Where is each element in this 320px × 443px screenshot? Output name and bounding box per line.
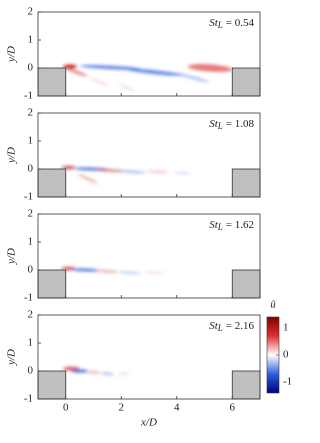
flow-structure — [71, 369, 88, 373]
y-tick-label: 1 — [28, 135, 34, 147]
colorbar-label: û — [270, 299, 276, 311]
flow-field — [62, 366, 130, 376]
annotation-base: St — [209, 118, 219, 130]
flow-structure — [119, 83, 135, 92]
y-tick-label: -1 — [24, 90, 33, 102]
y-tick-label: 1 — [28, 34, 34, 46]
panel: -1 0 1 2 0 2 4 6 y/D x/D StL = 2.16 1 0 -1 û — [6, 299, 293, 429]
annotation-sub: L — [217, 222, 223, 232]
y-tick-label: 0 — [28, 365, 34, 377]
flow-structure — [173, 171, 191, 175]
y-tick-label: 2 — [28, 208, 34, 220]
axes-frame — [37, 11, 261, 97]
flow-structure — [61, 165, 76, 170]
x-tick-label: 4 — [174, 402, 180, 414]
y-axis-label: y/D — [6, 46, 18, 63]
y-tick-label: 0 — [28, 264, 34, 276]
flow-structure — [79, 65, 141, 70]
annotation: StL = 1.62 — [209, 219, 254, 233]
annotation-base: St — [209, 219, 219, 231]
axes-frame — [37, 213, 261, 299]
flow-structure — [146, 170, 169, 174]
wall-block — [231, 168, 261, 198]
y-tick-label: -1 — [24, 393, 33, 405]
flow-structure — [118, 372, 130, 376]
flow-structure — [86, 370, 101, 374]
annotation-sub: L — [217, 323, 223, 333]
flow-structure — [118, 271, 141, 275]
panel: -1 0 1 2 y/D StL = 1.08 — [6, 107, 261, 203]
annotation-sub: L — [217, 20, 223, 30]
flow-structure — [88, 77, 110, 87]
x-tick-label: 6 — [230, 402, 236, 414]
y-tick-label: -1 — [24, 191, 33, 203]
colorbar-tick-label: 0 — [283, 349, 289, 361]
annotation-value: = 0.54 — [226, 17, 255, 29]
flow-structure — [77, 174, 99, 184]
y-axis-label: y/D — [6, 248, 18, 265]
flow-structure — [187, 64, 233, 72]
colorbar-tick-label: 1 — [283, 321, 289, 333]
flow-structure — [144, 271, 165, 274]
panel: -1 0 1 2 y/D StL = 0.54 — [6, 6, 261, 102]
flow-structure — [96, 270, 119, 273]
flow-structure — [71, 268, 100, 272]
flow-structure — [100, 372, 115, 376]
annotation-value: = 1.62 — [226, 219, 254, 231]
annotation-base: St — [209, 320, 219, 332]
flow-field — [62, 64, 233, 92]
x-axis-label: x/D — [140, 417, 157, 429]
flow-structure — [96, 168, 124, 173]
annotation-sub: L — [217, 121, 223, 131]
annotation-value: = 2.16 — [226, 320, 255, 332]
flow-structure — [62, 64, 77, 69]
y-tick-label: 0 — [28, 163, 34, 175]
y-tick-label: 1 — [28, 236, 34, 248]
flow-structure — [118, 170, 147, 174]
annotation-base: St — [209, 17, 219, 29]
panel: -1 0 1 2 y/D StL = 1.62 — [6, 208, 261, 304]
flow-structure — [177, 73, 210, 83]
wall-block — [37, 168, 67, 198]
y-tick-label: -1 — [24, 292, 33, 304]
x-tick-label: 0 — [63, 402, 69, 414]
y-tick-label: 2 — [28, 309, 34, 321]
annotation: StL = 0.54 — [209, 17, 254, 31]
flow-structure — [126, 68, 183, 76]
wall-block — [231, 370, 261, 400]
axes-frame — [37, 314, 261, 400]
y-tick-label: 2 — [28, 107, 34, 119]
flow-field — [61, 165, 191, 184]
x-tick-label: 2 — [119, 402, 125, 414]
y-tick-label: 0 — [28, 62, 34, 74]
y-tick-label: 1 — [28, 337, 34, 349]
wall-block — [37, 370, 67, 400]
flow-field — [61, 266, 165, 275]
wall-block — [231, 67, 261, 97]
annotation: StL = 2.16 — [209, 320, 254, 334]
y-tick-label: 2 — [28, 6, 34, 18]
wall-block — [37, 67, 67, 97]
wall-block — [231, 269, 261, 299]
wall-block — [37, 269, 67, 299]
axes-frame — [37, 112, 261, 198]
flow-structure — [66, 68, 88, 77]
annotation: StL = 1.08 — [209, 118, 254, 132]
colorbar-tick-label: -1 — [283, 376, 291, 388]
y-axis-label: y/D — [6, 147, 18, 164]
annotation-value: = 1.08 — [226, 118, 255, 130]
y-axis-label: y/D — [6, 349, 18, 366]
